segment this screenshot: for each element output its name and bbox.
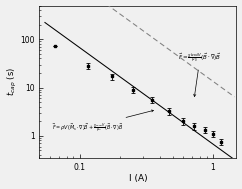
Text: $\vec{F} = \frac{\chi_{bead}V}{\mu_0}(\vec{B} \cdot \nabla)\vec{B}$: $\vec{F} = \frac{\chi_{bead}V}{\mu_0}(\v…	[178, 51, 222, 97]
Text: $\vec{F} = \rho V(\vec{M}_s \cdot \nabla)\vec{B} + \frac{\chi_{bead}V}{\mu_0}(\v: $\vec{F} = \rho V(\vec{M}_s \cdot \nabla…	[52, 110, 153, 134]
X-axis label: I (A): I (A)	[129, 174, 147, 184]
Y-axis label: $t_{cap}$ (s): $t_{cap}$ (s)	[6, 67, 19, 96]
